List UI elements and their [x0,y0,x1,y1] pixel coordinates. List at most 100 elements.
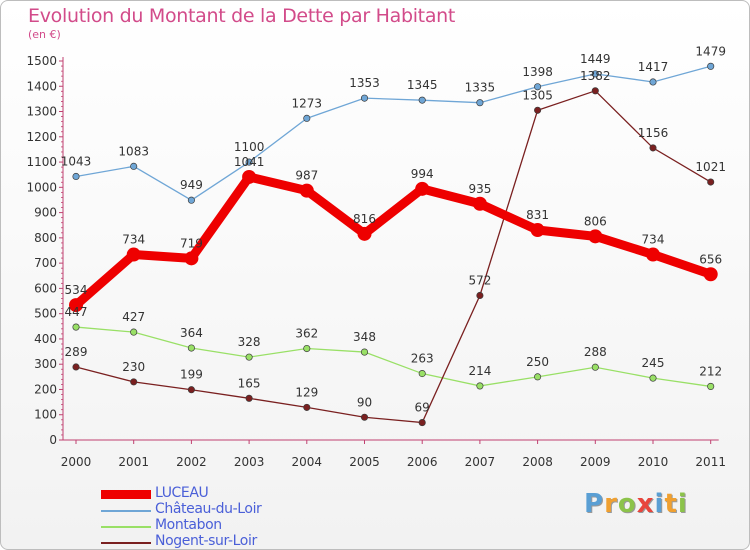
data-label: 165 [238,376,261,390]
y-tick-label: 800 [34,231,57,245]
legend-swatch [101,526,151,528]
data-label: 1305 [522,88,553,102]
data-label: 1398 [522,65,553,79]
data-point [130,162,138,170]
data-point [130,328,138,336]
data-point [591,363,599,371]
y-tick-label: 400 [34,332,57,346]
data-label: 362 [295,327,318,341]
data-point [187,196,195,204]
data-label: 348 [353,330,376,344]
y-tick-label: 1300 [26,105,57,119]
series-line [75,326,711,388]
logo-letter: x [636,489,655,519]
x-tick-label: 2007 [465,455,496,469]
data-label: 1273 [292,96,323,110]
data-point [357,226,372,241]
data-point [184,251,199,266]
legend-label: Nogent-sur-Loir [155,533,257,549]
data-point [476,291,484,300]
y-tick-label: 300 [34,357,57,371]
data-point [72,323,80,331]
y-tick-label: 1500 [26,54,57,68]
y-tick-label: 500 [34,307,57,321]
data-point [418,419,426,427]
data-point [245,158,253,166]
data-label: 1083 [118,144,149,158]
data-label: 1335 [465,81,496,95]
series-chateau-du-loir [72,62,715,204]
data-point [476,382,484,390]
x-tick-label: 2004 [292,455,323,469]
data-point [418,96,426,104]
legend-label: Château-du-Loir [155,501,262,517]
x-tick-label: 2000 [61,455,92,469]
chart-unit-label: (en €) [28,28,61,41]
x-tick-label: 2010 [638,455,669,469]
data-point [476,99,484,107]
data-point [534,106,542,114]
y-tick-label: 0 [49,433,57,447]
y-tick-label: 600 [34,281,57,295]
legend-swatch [101,510,151,512]
data-point [245,394,253,402]
data-label: 987 [295,169,318,183]
data-point [472,196,487,211]
data-point [703,267,718,282]
data-label: 212 [699,364,722,378]
logo-letter: i [677,489,688,519]
data-label: 831 [526,208,549,222]
data-label: 656 [699,252,722,266]
y-tick-label: 1000 [26,180,57,194]
data-point [530,223,545,238]
data-point [72,172,80,181]
data-label: 1382 [580,69,611,83]
data-point [69,298,83,313]
y-tick-label: 700 [34,256,57,270]
logo-letter: i [654,489,665,519]
data-point [534,83,542,91]
chart-title: Evolution du Montant de la Dette par Hab… [28,5,456,27]
data-point [126,247,141,262]
data-label: 534 [65,283,88,297]
data-point [707,62,715,70]
data-point [187,386,195,394]
data-label: 447 [65,305,88,319]
data-point [360,348,369,356]
data-point [707,178,715,186]
data-label: 199 [180,368,203,382]
series-montabon [72,323,715,390]
data-label: 1345 [407,78,438,92]
data-point [646,247,660,262]
series-line [75,90,712,424]
data-label: 1353 [349,76,380,90]
data-point [130,378,138,386]
data-point [245,353,253,361]
data-label: 90 [357,395,372,409]
data-label: 1041 [234,155,265,169]
data-point [415,181,430,196]
data-point [649,374,657,382]
y-tick-label: 1200 [26,130,57,144]
data-label: 288 [584,345,607,359]
data-label: 129 [295,385,318,399]
data-point [418,369,426,378]
data-label: 1417 [638,60,669,74]
logo-letter: t [664,489,678,519]
x-tick-label: 2005 [349,455,380,469]
data-label: 214 [468,364,491,378]
data-point [187,344,195,352]
data-point [588,229,603,244]
x-tick-label: 2011 [695,455,726,469]
data-point [72,363,80,371]
data-point [303,403,311,411]
data-point [649,144,657,152]
y-tick-label: 200 [34,382,57,396]
series-line [71,172,716,310]
data-label: 427 [122,310,145,324]
legend-label: Montabon [155,517,222,533]
legend-swatch [101,542,151,544]
x-tick-label: 2009 [580,455,611,469]
data-label: 1100 [234,140,265,154]
